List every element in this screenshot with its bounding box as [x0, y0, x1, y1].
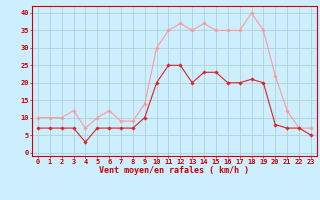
X-axis label: Vent moyen/en rafales ( km/h ): Vent moyen/en rafales ( km/h ): [100, 166, 249, 175]
